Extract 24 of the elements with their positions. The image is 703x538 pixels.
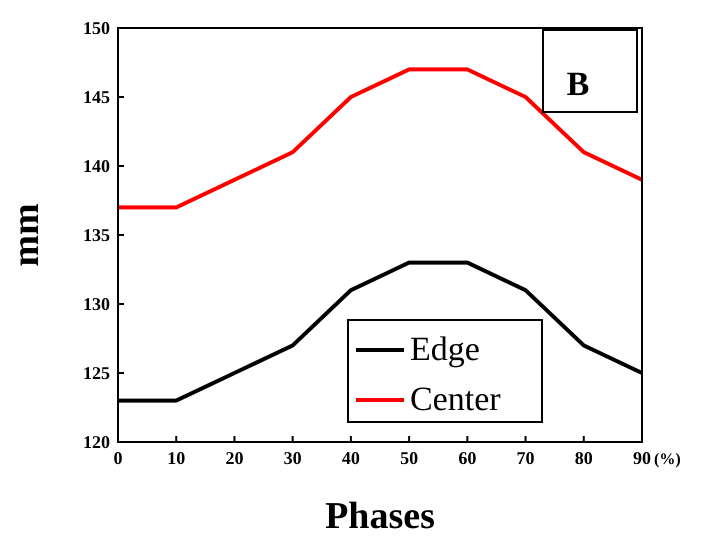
y-tick-label: 120 xyxy=(83,432,110,452)
annotation: B xyxy=(566,66,590,103)
y-axis-title: mm xyxy=(5,203,47,267)
y-tick-label: 145 xyxy=(83,87,110,107)
x-tick-label: 90 xyxy=(633,448,651,468)
y-tick-label: 150 xyxy=(83,18,110,38)
text: (%) xyxy=(654,451,681,468)
y-tick-label: 135 xyxy=(83,225,110,245)
legend-label: Edge xyxy=(410,331,480,368)
x-tick-label: 0 xyxy=(114,448,122,468)
line-series xyxy=(116,67,644,210)
x-tick-label: 20 xyxy=(225,448,244,468)
y-tick-label: 125 xyxy=(83,363,110,383)
x-tick-label: 60 xyxy=(458,448,476,468)
x-tick-label: 50 xyxy=(400,448,418,468)
legend-label: Center xyxy=(410,381,502,418)
x-tick-label: 30 xyxy=(284,448,302,468)
x-tick-label: 70 xyxy=(516,448,535,468)
y-tick-label: 140 xyxy=(83,156,110,176)
x-tick-label: 10 xyxy=(167,448,186,468)
x-tick-label: 40 xyxy=(342,448,360,468)
x-tick-label: 80 xyxy=(574,448,593,468)
y-tick-label: 130 xyxy=(83,294,110,314)
x-axis-title: Phases xyxy=(325,495,435,537)
